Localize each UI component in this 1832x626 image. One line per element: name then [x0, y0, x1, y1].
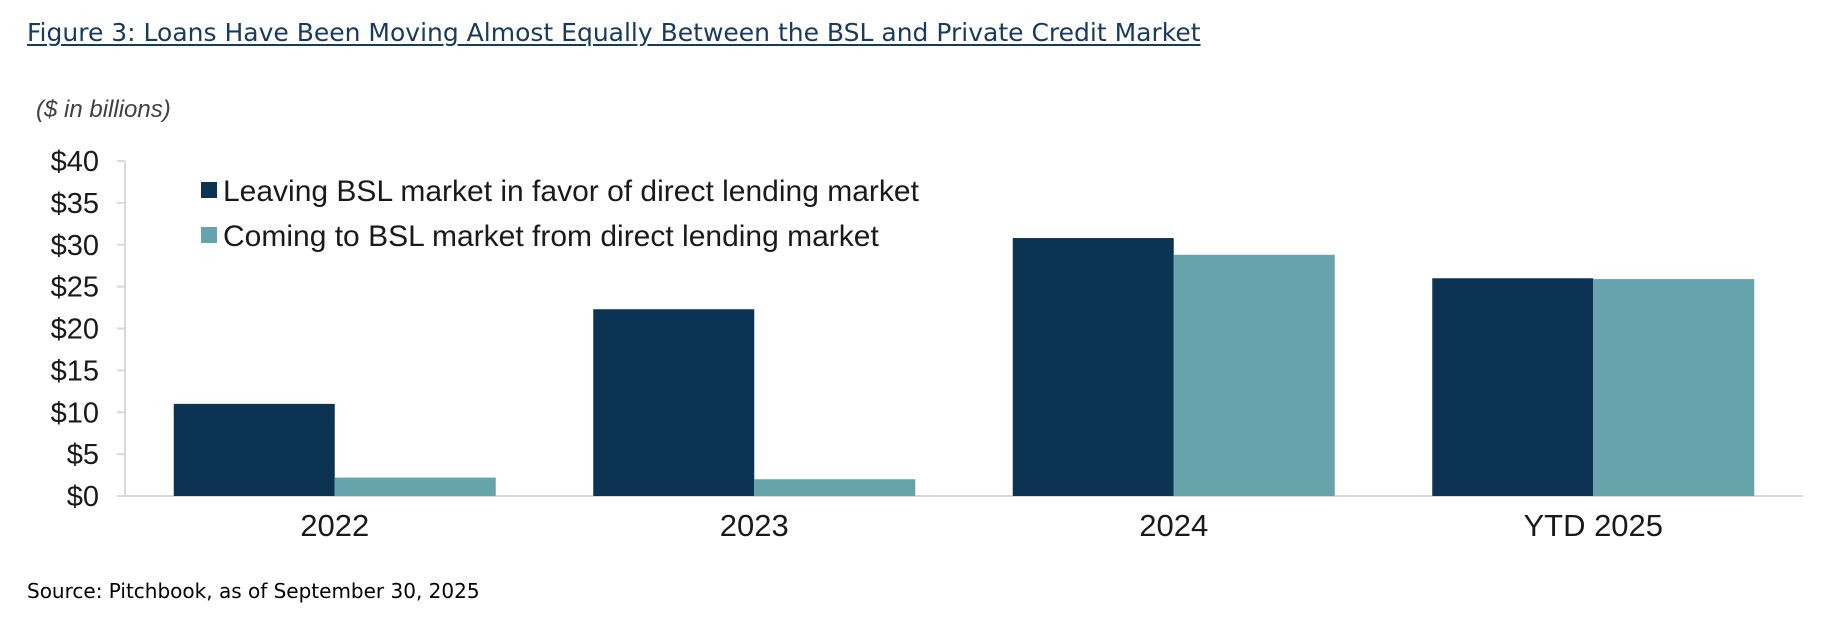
bar-series-1-ytd-2025	[1432, 278, 1594, 496]
x-category-label: YTD 2025	[1523, 508, 1663, 543]
y-tick-label: $30	[51, 230, 99, 262]
units-label: ($ in billions)	[36, 96, 171, 123]
legend-swatch-series-1	[201, 182, 217, 198]
bar-series-1-2023	[593, 309, 755, 496]
y-tick-label: $25	[51, 272, 99, 304]
legend: Leaving BSL market in favor of direct le…	[201, 175, 920, 253]
source-note: Source: Pitchbook, as of September 30, 2…	[27, 579, 480, 603]
legend-swatch-series-2	[201, 227, 217, 243]
bars	[173, 238, 1755, 497]
x-category-label: 2024	[1139, 508, 1208, 543]
y-axis: $0 $5 $10 $15 $20 $25 $30 $35 $40	[51, 146, 126, 513]
y-tick-label: $20	[51, 314, 99, 346]
y-tick-label: $15	[51, 355, 99, 387]
y-tick-label: $5	[67, 439, 99, 471]
bar-series-2-2023	[754, 479, 916, 496]
bar-series-2-2024	[1173, 254, 1335, 496]
bar-series-2-2022	[334, 477, 496, 496]
y-tick-label: $35	[51, 188, 99, 220]
y-tick-label: $40	[51, 146, 99, 178]
legend-label-series-1: Leaving BSL market in favor of direct le…	[223, 175, 920, 208]
x-axis: 2022 2023 2024 YTD 2025	[125, 495, 1803, 543]
x-category-label: 2022	[300, 508, 369, 543]
bar-series-1-2022	[173, 403, 335, 496]
legend-label-series-2: Coming to BSL market from direct lending…	[223, 220, 879, 253]
bar-series-2-ytd-2025	[1593, 279, 1755, 496]
x-category-label: 2023	[720, 508, 789, 543]
figure-title: Figure 3: Loans Have Been Moving Almost …	[27, 18, 1201, 47]
y-tick-label: $10	[51, 397, 99, 429]
bar-series-1-2024	[1012, 238, 1174, 497]
y-tick-label: $0	[67, 481, 99, 513]
